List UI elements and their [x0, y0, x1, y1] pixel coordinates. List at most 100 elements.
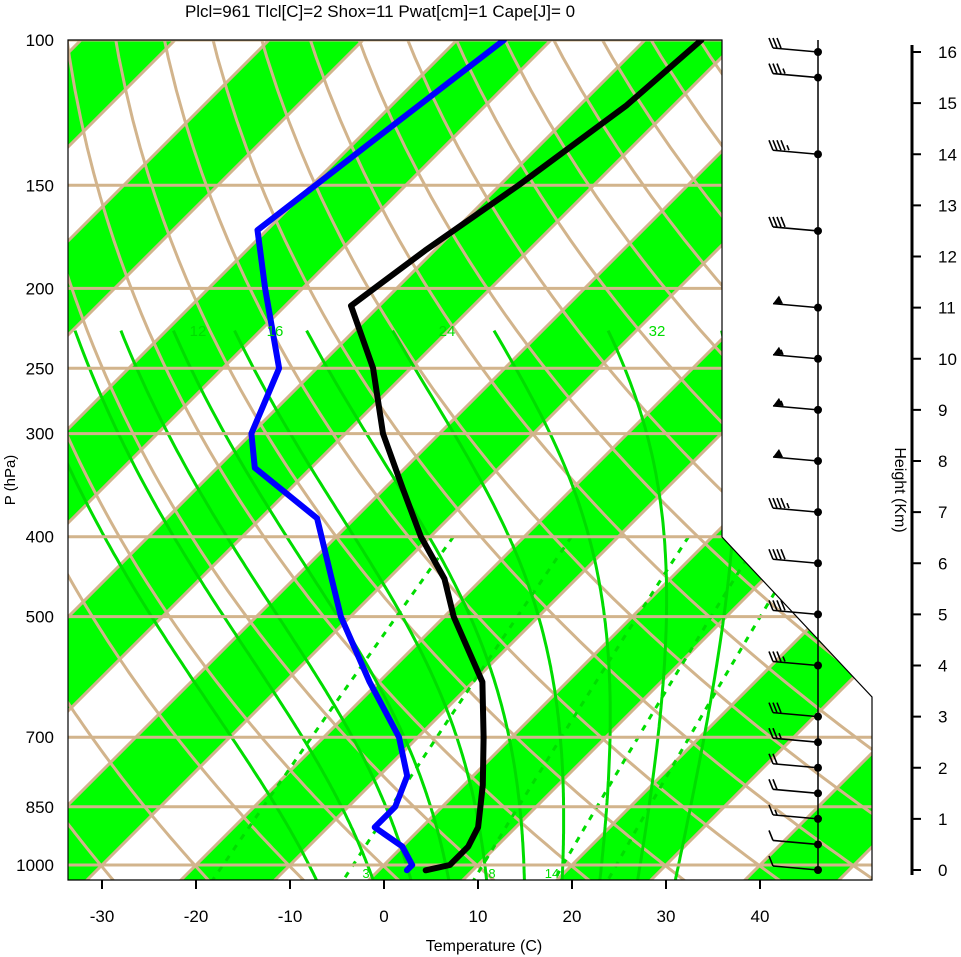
x-tick-label: -30: [90, 907, 115, 926]
wind-barb-feather: [768, 804, 774, 816]
height-tick-label: 13: [938, 196, 957, 215]
wind-barb-feather: [772, 37, 778, 49]
mixing-ratio-line: [338, 535, 573, 880]
wind-barb-flag: [773, 449, 783, 457]
height-tick-label: 6: [938, 554, 947, 573]
height-tick-label: 8: [938, 452, 947, 471]
temperature-band: [68, 40, 556, 880]
moist-adiabat-label: 24: [439, 323, 456, 340]
wind-barb-shaft: [772, 788, 819, 795]
wind-barb-feather: [768, 779, 774, 790]
isotherm-line: [68, 40, 840, 880]
wind-barb-shaft: [772, 507, 819, 513]
y2-axis-label: Height (Km): [891, 447, 908, 532]
y-tick-label: 200: [26, 279, 54, 298]
moist-adiabat-line: [492, 329, 612, 880]
wind-barb-feather: [772, 753, 778, 765]
y-tick-label: 250: [26, 359, 54, 378]
wind-barb-feather: [776, 702, 782, 713]
x-tick-label: 30: [657, 907, 676, 926]
dry-adiabat-line: [159, 40, 786, 880]
wind-barb-shaft: [772, 711, 819, 718]
wind-barb-feather: [772, 600, 778, 611]
isotherm-line: [268, 40, 872, 880]
moist-adiabat-label: 32: [649, 323, 666, 340]
wind-barb-feather: [768, 702, 774, 713]
wind-barb-feather: [780, 600, 786, 611]
wind-barb-feather: [776, 600, 782, 611]
y-tick-label: 1000: [16, 856, 54, 875]
temperature-band: [68, 40, 872, 880]
sounding-profiles: [248, 40, 705, 874]
y-tick-label: 850: [26, 798, 54, 817]
wind-barb-half-feather: [780, 400, 784, 407]
wind-barb-shaft: [772, 226, 819, 232]
wind-barb-shaft: [772, 660, 819, 667]
moist-adiabat-line: [233, 329, 489, 880]
wind-barb-shaft: [772, 302, 819, 309]
dry-adiabat-line: [398, 40, 872, 880]
height-tick-label: 11: [938, 299, 956, 318]
moist-adiabat-label: 16: [267, 323, 284, 340]
isotherm-line: [68, 40, 464, 880]
wind-barb-half-feather: [778, 732, 782, 739]
wind-barb-flag: [773, 397, 783, 406]
dry-adiabat-line: [111, 40, 691, 880]
wind-barb-shaft: [772, 353, 819, 360]
wind-barb-feather: [776, 497, 782, 509]
moist-adiabat-line: [68, 330, 319, 880]
temperature-profile: [348, 40, 705, 874]
dry-adiabat-line: [446, 40, 872, 880]
y-axis-label: P (hPa): [2, 455, 19, 506]
x-tick-label: 0: [379, 907, 388, 926]
wind-barb-feather: [780, 548, 786, 560]
wind-barb-feather: [776, 37, 782, 49]
wind-barb-feather: [776, 651, 782, 662]
wind-barb-feather: [768, 651, 774, 662]
y-tick-label: 500: [26, 608, 54, 627]
wind-barb-feather: [768, 600, 774, 611]
x-tick-label: 40: [751, 907, 770, 926]
x-axis-label: Temperature (C): [426, 938, 542, 955]
wind-barb-half-feather: [782, 68, 786, 74]
wind-barb-feather: [776, 63, 782, 74]
isotherm-line: [68, 40, 370, 880]
height-tick-label: 15: [938, 94, 957, 113]
dry-adiabat-line: [68, 40, 405, 880]
wind-barb-feather: [772, 702, 778, 713]
mixing-ratio-lines: [207, 535, 810, 880]
y-tick-label: 100: [26, 31, 54, 50]
wind-barb-flag: [773, 346, 783, 355]
wind-barbs: [768, 37, 822, 874]
mixing-ratio-line: [549, 535, 762, 880]
wind-barb-shaft: [772, 814, 819, 820]
wind-barb-shaft: [772, 72, 819, 79]
mixing-ratio-line: [207, 535, 455, 880]
wind-barb-flag: [773, 295, 783, 304]
wind-barb-feather: [776, 139, 782, 151]
height-tick-label: 3: [938, 708, 947, 727]
dry-adiabat-line: [254, 40, 872, 880]
wind-barb-feather: [768, 548, 774, 560]
wind-barb-feather: [772, 139, 778, 151]
wind-barb-shaft: [772, 609, 819, 616]
wind-barb-feather: [776, 216, 782, 228]
wind-barb-half-feather: [774, 809, 778, 816]
height-tick-label: 16: [938, 43, 957, 62]
x-tick-label: 20: [563, 907, 582, 926]
wind-barb-shaft: [772, 762, 819, 769]
isotherm-line: [68, 40, 276, 880]
wind-barb-feather: [768, 753, 774, 765]
wind-barb-feather: [768, 727, 774, 739]
dry-adiabat-line: [0, 22, 21, 885]
wind-barb-half-feather: [780, 349, 784, 356]
y-tick-label: 150: [26, 176, 54, 195]
wind-barb-feather: [772, 548, 778, 560]
wind-barb-shaft: [772, 456, 819, 462]
wind-barb-shaft: [772, 737, 819, 743]
isotherm-line: [68, 40, 652, 880]
pressure-axis: 100 150 200 250 300 400 500 700 850 1000: [16, 31, 54, 875]
x-tick-label: 10: [469, 907, 488, 926]
